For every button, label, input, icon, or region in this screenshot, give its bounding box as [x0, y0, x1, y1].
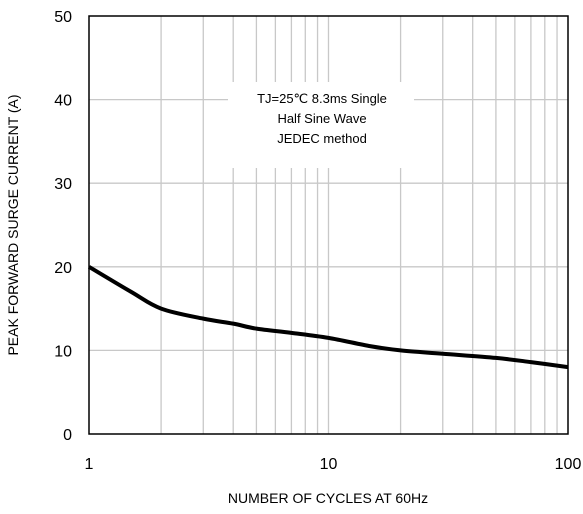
y-tick-label: 20: [54, 260, 72, 277]
x-axis-title: NUMBER OF CYCLES AT 60Hz: [228, 490, 428, 506]
plot-frame: [88, 15, 569, 435]
y-tick-label: 40: [54, 93, 72, 110]
annotation-line-2: Half Sine Wave: [277, 111, 366, 126]
grid: [89, 16, 568, 434]
series-layer: [87, 265, 569, 370]
y-tick-label: 50: [54, 9, 72, 26]
y-tick-labels: 0 10 20 30 40 50: [54, 9, 72, 444]
annotation-background: [228, 82, 414, 168]
y-axis-title: PEAK FORWARD SURGE CURRENT (A): [5, 94, 21, 355]
annotation-line-3: JEDEC method: [277, 131, 367, 146]
y-tick-label: 10: [54, 343, 72, 360]
x-tick-label: 1: [85, 456, 94, 473]
series-line: [87, 265, 569, 370]
y-tick-label: 0: [63, 427, 72, 444]
x-tick-labels: 1 10 100: [85, 456, 582, 473]
x-tick-label: 10: [320, 456, 338, 473]
y-tick-label: 30: [54, 176, 72, 193]
x-tick-label: 100: [555, 456, 582, 473]
annotation-line-1: TJ=25℃ 8.3ms Single: [257, 91, 387, 106]
